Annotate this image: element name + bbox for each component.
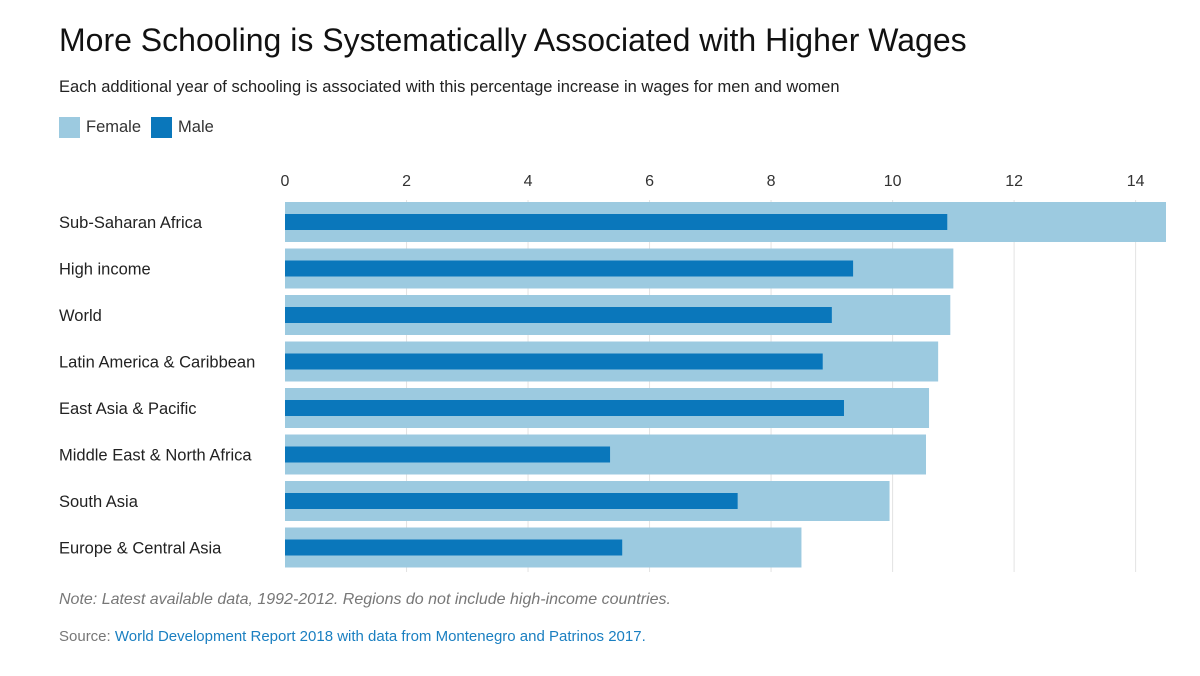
- x-tick-label-14: 14: [1127, 173, 1145, 190]
- legend-label-male: Male: [178, 117, 214, 136]
- category-label-south-asia: South Asia: [59, 493, 139, 511]
- x-tick-label-6: 6: [645, 173, 654, 190]
- bar-male-south-asia: [285, 493, 738, 509]
- legend-item-male[interactable]: Male: [151, 116, 214, 138]
- x-tick-label-4: 4: [524, 173, 533, 190]
- category-label-latin-america-caribbean: Latin America & Caribbean: [59, 354, 255, 372]
- chart-note: Note: Latest available data, 1992-2012. …: [59, 591, 671, 608]
- bar-chart: 0 2 4 6 8 10 12 14 Sub-Saharan Africa High income…: [59, 173, 1166, 572]
- bar-male-high-income: [285, 260, 854, 277]
- legend-swatch-male: [151, 116, 173, 138]
- x-tick-label-12: 12: [1005, 173, 1023, 190]
- legend-label-female: Female: [86, 117, 142, 136]
- bar-male-world: [285, 307, 832, 323]
- bar-male-europe-central-asia: [285, 539, 623, 556]
- bar-male-latin-america-caribbean: [285, 353, 823, 370]
- x-tick-label-2: 2: [402, 173, 411, 190]
- x-tick-label-0: 0: [281, 173, 290, 190]
- legend: Female Male: [59, 116, 224, 138]
- category-label-high-income: High income: [59, 261, 151, 279]
- chart-source: Source: World Development Report 2018 wi…: [59, 628, 646, 645]
- x-tick-label-8: 8: [767, 173, 776, 190]
- source-prefix: Source:: [59, 628, 115, 645]
- legend-item-female[interactable]: Female: [59, 116, 142, 138]
- chart-subtitle: Each additional year of schooling is ass…: [59, 78, 840, 96]
- bar-male-middle-east-north-africa: [285, 446, 611, 463]
- source-link[interactable]: World Development Report 2018 with data …: [114, 628, 646, 645]
- chart-title: More Schooling is Systematically Associa…: [59, 22, 967, 58]
- category-label-east-asia-pacific: East Asia & Pacific: [59, 400, 197, 418]
- category-label-sub-saharan-africa: Sub-Saharan Africa: [59, 214, 203, 232]
- x-tick-label-10: 10: [884, 173, 902, 190]
- legend-swatch-female: [59, 116, 80, 138]
- category-label-europe-central-asia: Europe & Central Asia: [59, 540, 222, 558]
- bar-male-sub-saharan-africa: [285, 214, 948, 230]
- category-label-middle-east-north-africa: Middle East & North Africa: [59, 447, 252, 465]
- bar-male-east-asia-pacific: [285, 400, 844, 416]
- category-label-world: World: [59, 307, 102, 325]
